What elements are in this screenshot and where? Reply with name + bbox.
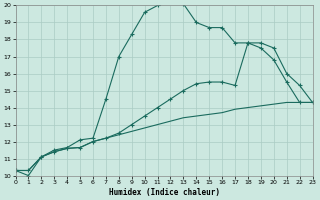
X-axis label: Humidex (Indice chaleur): Humidex (Indice chaleur) [108,188,220,197]
